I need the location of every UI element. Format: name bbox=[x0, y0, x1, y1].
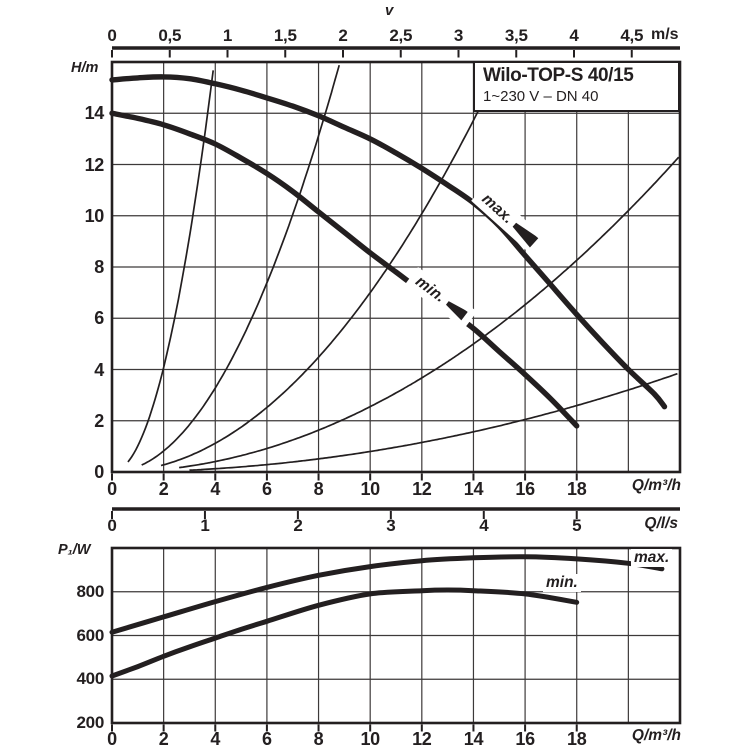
pump-performance-panel: H/m v m/s Q/m³/h Q/l/s P₁/W Q/m³/h Wilo-… bbox=[0, 0, 750, 750]
head-axis-unit-label: H/m bbox=[71, 61, 98, 76]
flow-axis-unit-label-top: Q/m³/h bbox=[606, 478, 681, 494]
head-x-tick-label: 6 bbox=[262, 478, 272, 500]
power-x-tick-label: 4 bbox=[210, 728, 220, 750]
head-y-tick-label: 8 bbox=[60, 256, 104, 278]
head-y-tick-label: 6 bbox=[60, 307, 104, 329]
head-x-tick-label: 10 bbox=[360, 478, 379, 500]
power-x-tick-label: 12 bbox=[412, 728, 431, 750]
head-x-tick-label: 16 bbox=[515, 478, 534, 500]
head-x-tick-label: 14 bbox=[464, 478, 483, 500]
system-curve bbox=[189, 374, 677, 470]
head-y-tick-label: 12 bbox=[60, 154, 104, 176]
head-x-tick-label: 8 bbox=[314, 478, 324, 500]
head-curve-min bbox=[112, 113, 577, 426]
power-axis-unit-label: P₁/W bbox=[58, 543, 91, 558]
power-curve-min bbox=[112, 590, 577, 676]
head-x-tick-label: 12 bbox=[412, 478, 431, 500]
velocity-tick-label: 1 bbox=[223, 25, 232, 47]
power-curve-label-max: max. bbox=[631, 549, 672, 567]
power-y-tick-label: 400 bbox=[52, 668, 104, 690]
head-curve-max bbox=[112, 77, 665, 407]
pump-electrical-subtitle: 1~230 V – DN 40 bbox=[483, 89, 678, 106]
power-x-tick-label: 18 bbox=[567, 728, 586, 750]
head-x-tick-label: 18 bbox=[567, 478, 586, 500]
velocity-tick-label: 4,5 bbox=[620, 25, 643, 47]
liters-tick-label: 5 bbox=[572, 515, 581, 537]
power-y-tick-label: 800 bbox=[52, 581, 104, 603]
curve-wedge-icon bbox=[444, 298, 468, 320]
power-x-tick-label: 10 bbox=[360, 728, 379, 750]
velocity-axis-unit-label: m/s bbox=[651, 27, 679, 43]
power-x-tick-label: 8 bbox=[314, 728, 324, 750]
velocity-tick-label: 1,5 bbox=[274, 25, 297, 47]
title-box: Wilo-TOP-S 40/15 1~230 V – DN 40 bbox=[473, 61, 680, 112]
velocity-axis-name-label: v bbox=[385, 3, 393, 18]
head-y-tick-label: 10 bbox=[60, 205, 104, 227]
velocity-tick-label: 0,5 bbox=[158, 25, 181, 47]
power-x-tick-label: 0 bbox=[107, 728, 117, 750]
head-y-tick-label: 2 bbox=[60, 410, 104, 432]
flow-liters-axis-unit-label: Q/l/s bbox=[614, 516, 678, 532]
power-x-tick-label: 16 bbox=[515, 728, 534, 750]
velocity-tick-label: 2,5 bbox=[389, 25, 412, 47]
power-x-tick-label: 14 bbox=[464, 728, 483, 750]
liters-tick-label: 2 bbox=[293, 515, 302, 537]
liters-tick-label: 0 bbox=[107, 515, 116, 537]
pump-model-title: Wilo-TOP-S 40/15 bbox=[483, 66, 678, 87]
head-x-tick-label: 2 bbox=[159, 478, 169, 500]
liters-tick-label: 3 bbox=[386, 515, 395, 537]
velocity-tick-label: 4 bbox=[569, 25, 578, 47]
head-y-tick-label: 4 bbox=[60, 359, 104, 381]
power-y-tick-label: 200 bbox=[52, 712, 104, 734]
velocity-tick-label: 3 bbox=[454, 25, 463, 47]
power-y-tick-label: 600 bbox=[52, 625, 104, 647]
power-curve-label-min: min. bbox=[543, 574, 581, 592]
head-y-tick-label: 14 bbox=[60, 102, 104, 124]
velocity-tick-label: 3,5 bbox=[505, 25, 528, 47]
head-x-tick-label: 0 bbox=[107, 478, 117, 500]
head-x-tick-label: 4 bbox=[210, 478, 220, 500]
power-x-tick-label: 6 bbox=[262, 728, 272, 750]
flow-axis-unit-label-bottom: Q/m³/h bbox=[606, 728, 681, 744]
power-x-tick-label: 2 bbox=[159, 728, 169, 750]
liters-tick-label: 1 bbox=[200, 515, 209, 537]
velocity-tick-label: 2 bbox=[338, 25, 347, 47]
liters-tick-label: 4 bbox=[479, 515, 488, 537]
velocity-tick-label: 0 bbox=[107, 25, 116, 47]
curves-canvas bbox=[0, 0, 750, 750]
head-y-tick-label: 0 bbox=[60, 461, 104, 483]
